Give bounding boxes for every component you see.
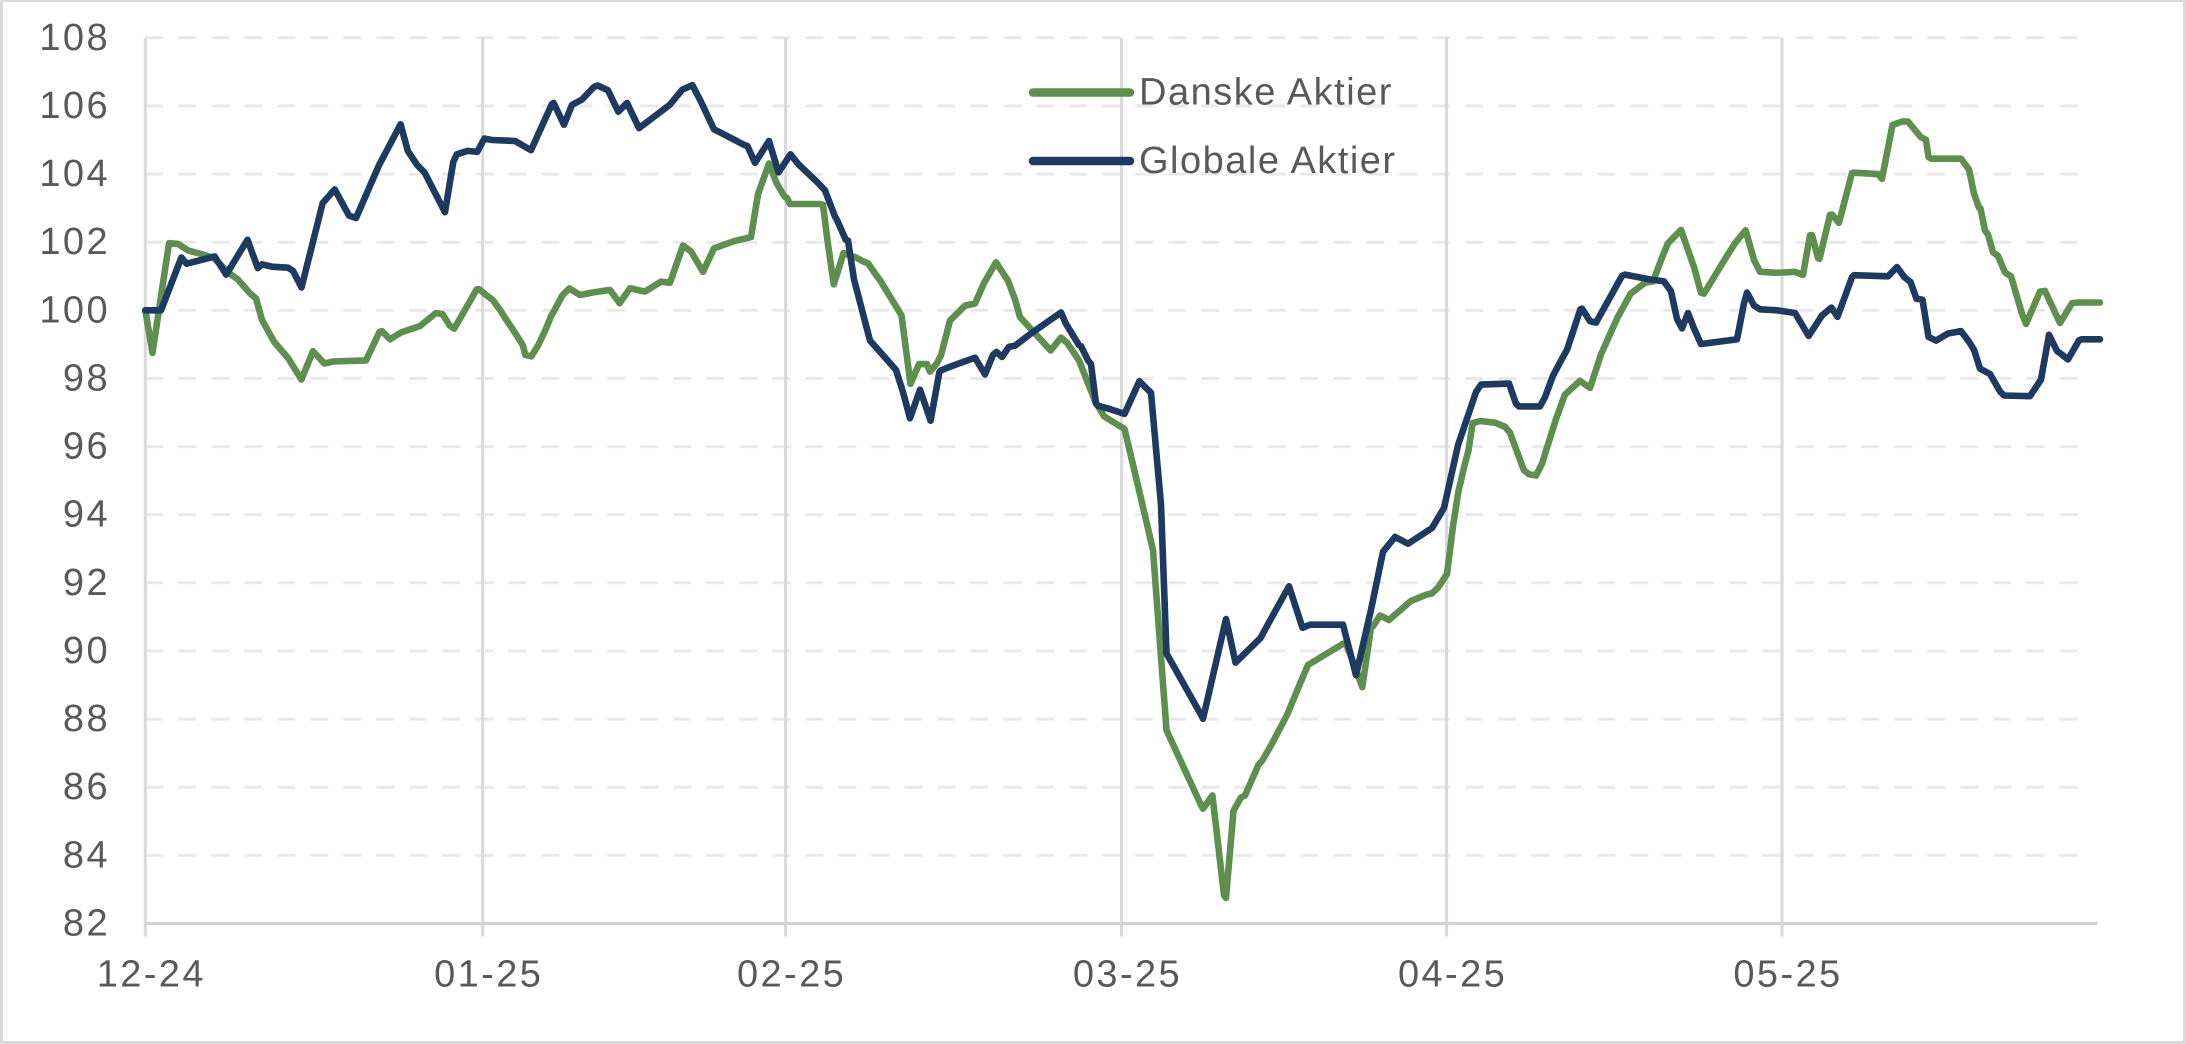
svg-text:96: 96 [63,426,110,468]
svg-text:01-25: 01-25 [434,954,543,996]
svg-text:12-24: 12-24 [97,954,206,996]
svg-text:100: 100 [39,289,110,331]
svg-text:108: 108 [39,17,110,59]
svg-text:102: 102 [39,221,110,263]
svg-text:98: 98 [63,358,110,400]
svg-text:82: 82 [63,903,110,945]
svg-text:02-25: 02-25 [737,954,846,996]
svg-text:90: 90 [63,630,110,672]
svg-text:03-25: 03-25 [1073,954,1182,996]
svg-text:94: 94 [63,494,110,536]
svg-text:84: 84 [63,834,110,876]
svg-text:05-25: 05-25 [1733,954,1842,996]
svg-text:Globale Aktier: Globale Aktier [1139,140,1397,182]
svg-text:88: 88 [63,698,110,740]
svg-text:86: 86 [63,766,110,808]
svg-text:104: 104 [39,153,110,195]
svg-text:04-25: 04-25 [1398,954,1507,996]
svg-text:106: 106 [39,85,110,127]
svg-text:92: 92 [63,562,110,604]
svg-text:Danske Aktier: Danske Aktier [1139,72,1393,114]
